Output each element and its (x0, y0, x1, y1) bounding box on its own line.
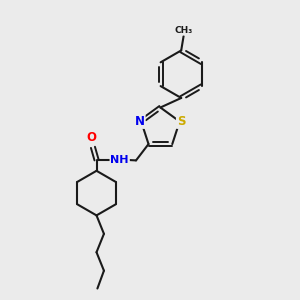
Text: CH₃: CH₃ (175, 26, 193, 35)
Text: NH: NH (110, 155, 129, 165)
Text: N: N (135, 115, 145, 128)
Text: S: S (177, 115, 185, 128)
Text: O: O (86, 131, 97, 144)
